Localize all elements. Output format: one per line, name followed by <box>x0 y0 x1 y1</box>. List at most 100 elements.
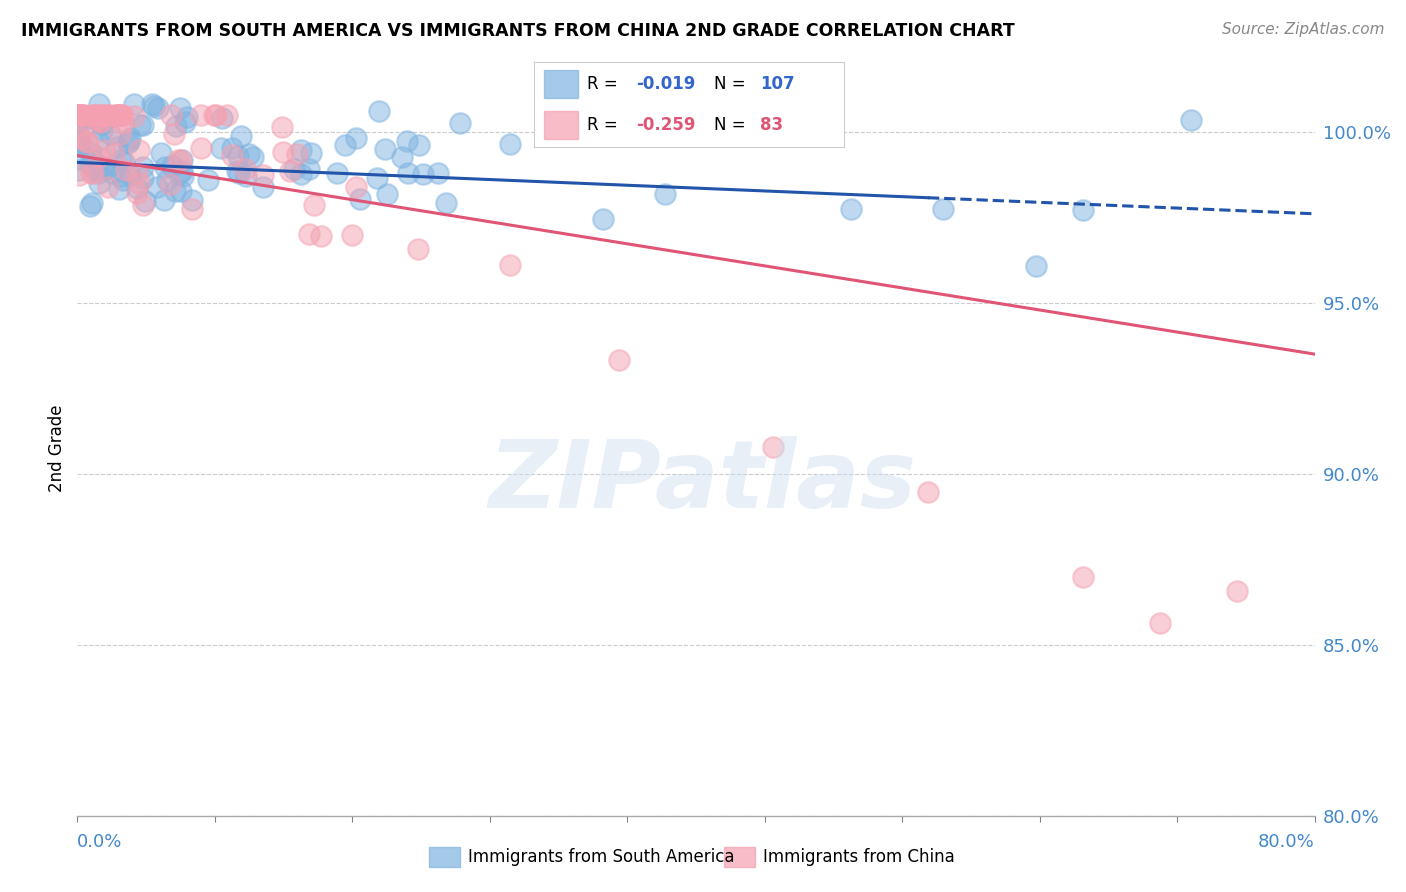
Point <box>67 107 90 121</box>
Point <box>98 127 121 141</box>
Point <box>412 167 434 181</box>
Point <box>125 166 148 180</box>
Point <box>436 196 458 211</box>
Text: 0.0%: 0.0% <box>77 833 122 851</box>
Point <box>67 107 90 121</box>
Point <box>105 107 128 121</box>
Point <box>333 138 356 153</box>
Point <box>67 114 90 128</box>
Point <box>96 107 118 121</box>
Point <box>108 127 131 141</box>
Point <box>84 107 107 121</box>
Point <box>131 170 153 185</box>
Point <box>131 198 153 212</box>
Point <box>94 143 117 157</box>
Point <box>70 107 93 121</box>
Point <box>84 163 107 178</box>
Point <box>80 195 103 210</box>
Point <box>67 107 90 121</box>
Point <box>67 168 90 182</box>
Point <box>290 167 312 181</box>
Point <box>311 229 333 244</box>
Point <box>449 115 471 129</box>
Point <box>426 166 449 180</box>
Point <box>181 194 204 208</box>
Point <box>391 150 413 164</box>
Point <box>112 173 135 187</box>
Text: N =: N = <box>714 75 745 93</box>
Point <box>406 242 429 256</box>
Text: R =: R = <box>586 116 617 134</box>
Point <box>190 107 212 121</box>
Point <box>226 163 249 178</box>
Point <box>235 169 257 183</box>
Point <box>90 107 112 121</box>
Point <box>67 107 90 121</box>
Point <box>165 184 187 198</box>
Point <box>180 202 202 217</box>
Point <box>127 186 149 200</box>
Point <box>112 155 135 169</box>
Point <box>94 162 117 177</box>
Point <box>170 153 193 167</box>
Point <box>271 120 294 135</box>
Point <box>101 166 124 180</box>
FancyBboxPatch shape <box>544 70 578 98</box>
Point <box>1180 113 1202 128</box>
Text: Source: ZipAtlas.com: Source: ZipAtlas.com <box>1222 22 1385 37</box>
Point <box>238 147 260 161</box>
Point <box>87 97 110 112</box>
Point <box>326 166 349 180</box>
Point <box>228 166 250 180</box>
Point <box>91 117 114 131</box>
Point <box>67 107 90 121</box>
Point <box>283 161 305 176</box>
Point <box>197 173 219 187</box>
Point <box>215 107 238 121</box>
Point <box>499 137 522 152</box>
Point <box>125 181 148 195</box>
Point <box>128 118 150 132</box>
Point <box>98 107 121 121</box>
Text: -0.019: -0.019 <box>637 75 696 93</box>
Point <box>367 103 389 118</box>
Point <box>97 180 120 194</box>
Point <box>67 136 90 151</box>
Point <box>654 187 676 202</box>
Point <box>170 184 193 198</box>
Point <box>176 110 198 124</box>
Point <box>76 134 98 148</box>
Point <box>499 259 522 273</box>
Point <box>163 127 186 141</box>
Point <box>79 199 101 213</box>
Point <box>170 164 193 178</box>
Point <box>86 114 108 128</box>
Point <box>111 107 134 121</box>
Point <box>592 212 614 227</box>
Point <box>67 163 90 178</box>
Point <box>211 111 233 125</box>
Point <box>226 149 249 163</box>
Text: 80.0%: 80.0% <box>1258 833 1315 851</box>
Point <box>278 163 301 178</box>
Point <box>233 161 256 176</box>
Point <box>170 153 193 168</box>
Point <box>82 153 104 167</box>
Point <box>67 107 90 121</box>
Point <box>115 162 138 177</box>
Point <box>117 136 139 151</box>
Point <box>110 107 132 121</box>
Point <box>290 143 312 157</box>
Point <box>132 160 155 174</box>
Point <box>103 147 125 161</box>
Point <box>716 103 738 117</box>
Point <box>90 114 112 128</box>
Point <box>202 107 225 121</box>
Point <box>298 227 321 241</box>
Point <box>141 97 163 112</box>
Point <box>375 187 398 202</box>
Point <box>120 168 142 182</box>
Point <box>118 135 141 149</box>
Point <box>242 150 264 164</box>
Point <box>70 131 93 145</box>
